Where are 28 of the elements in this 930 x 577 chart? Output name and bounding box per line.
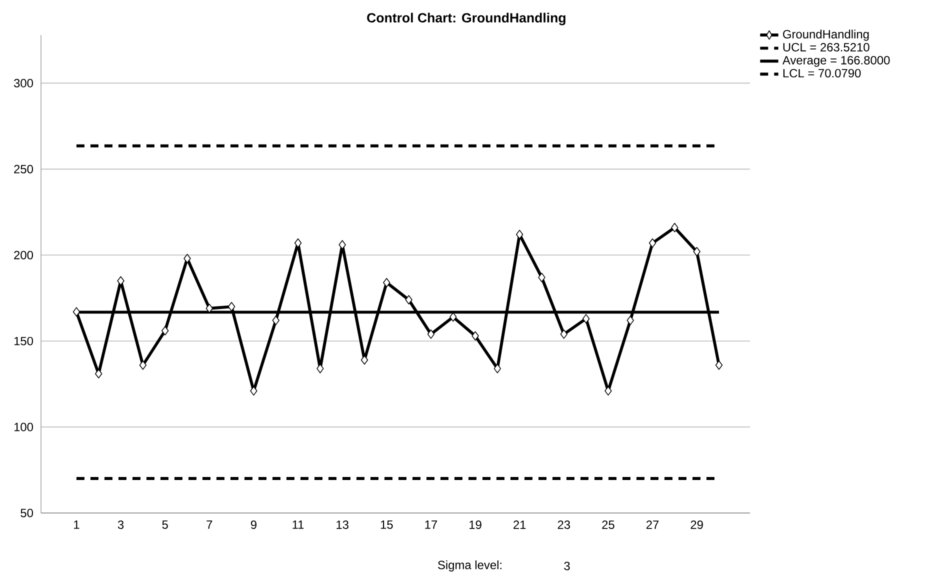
x-tick-label: 9 (250, 520, 256, 529)
x-tick-label: 15 (380, 520, 393, 529)
x-tick-label: 29 (690, 520, 703, 529)
y-tick-label: 100 (14, 422, 34, 432)
x-tick-label: 23 (558, 520, 570, 529)
x-tick-label: 13 (336, 520, 348, 529)
y-tick-label: 200 (14, 250, 34, 260)
text: 3 (564, 562, 570, 570)
y-tick-label: 150 (14, 336, 34, 346)
x-tick-label: 5 (162, 520, 168, 529)
y-tick-label: 300 (14, 78, 34, 88)
legend-label: UCL = 263.5210 (783, 42, 870, 52)
x-tick-label: 3 (118, 520, 124, 529)
x-tick-label: 11 (292, 520, 304, 529)
legend-label: Average = 166.8000 (782, 56, 890, 67)
x-tick-label: 27 (646, 520, 659, 529)
y-tick-label: 50 (20, 508, 34, 518)
x-tick-label: 17 (425, 520, 437, 529)
legend-label: LCL = 70.0790 (783, 68, 861, 78)
x-tick-label: 25 (602, 520, 614, 529)
chart-title: Control Chart: GroundHandling (367, 12, 566, 26)
text: Sigma level: (438, 560, 502, 572)
x-tick-label: 1 (74, 520, 80, 529)
legend-label: GroundHandling (783, 30, 869, 41)
x-tick-label: 21 (514, 520, 526, 529)
x-tick-label: 19 (470, 520, 482, 529)
y-tick-label: 250 (14, 164, 34, 174)
x-tick-label: 7 (206, 520, 212, 529)
